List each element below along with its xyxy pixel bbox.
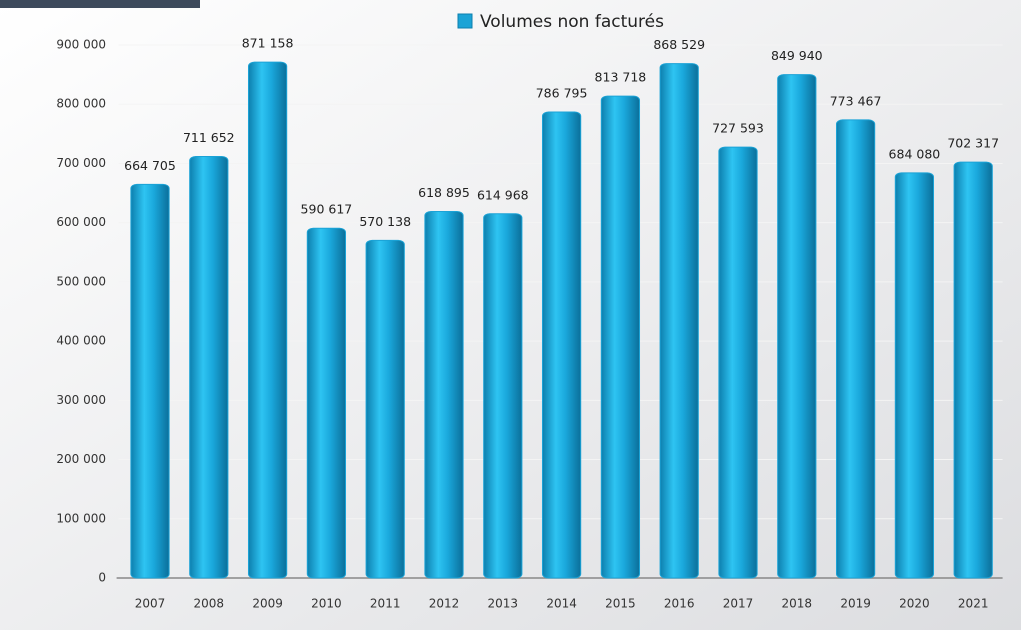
bar <box>659 63 699 579</box>
bar <box>424 210 464 579</box>
x-tick-label: 2018 <box>782 597 813 611</box>
bar <box>953 161 993 579</box>
legend-label: Volumes non facturés <box>480 12 664 32</box>
x-tick-label: 2009 <box>252 597 283 611</box>
value-label: 590 617 <box>301 202 353 217</box>
x-tick-label: 2008 <box>194 597 225 611</box>
bar <box>600 95 641 579</box>
value-label: 727 593 <box>712 121 764 136</box>
x-tick-label: 2007 <box>135 597 166 611</box>
bar <box>306 227 347 579</box>
x-tick-label: 2017 <box>723 597 754 611</box>
bar <box>835 119 876 579</box>
x-tick-label: 2021 <box>958 597 989 611</box>
value-label: 702 317 <box>947 136 999 151</box>
value-label: 618 895 <box>418 185 470 200</box>
y-tick-label: 900 000 <box>56 38 106 52</box>
y-tick-label: 600 000 <box>56 215 106 229</box>
bar <box>365 239 405 579</box>
x-tick-label: 2014 <box>546 597 577 611</box>
y-tick-label: 100 000 <box>56 511 106 525</box>
legend-swatch <box>457 13 473 29</box>
value-label: 786 795 <box>536 86 588 101</box>
y-tick-label: 500 000 <box>56 274 106 288</box>
value-label: 813 718 <box>595 70 647 85</box>
bar <box>130 183 170 579</box>
value-label: 711 652 <box>183 130 235 145</box>
x-tick-label: 2013 <box>488 597 519 611</box>
x-tick-label: 2016 <box>664 597 695 611</box>
bar <box>247 61 288 579</box>
value-label: 570 138 <box>359 214 411 229</box>
value-label: 871 158 <box>242 36 294 51</box>
bar <box>894 172 935 579</box>
bar <box>483 213 523 579</box>
x-tick-label: 2020 <box>899 597 930 611</box>
y-tick-label: 200 000 <box>56 452 106 466</box>
bar <box>777 74 817 579</box>
x-tick-label: 2019 <box>840 597 871 611</box>
y-tick-label: 300 000 <box>56 393 106 407</box>
top-edge <box>0 0 200 8</box>
x-tick-label: 2011 <box>370 597 401 611</box>
bar <box>541 111 582 579</box>
x-tick-label: 2015 <box>605 597 636 611</box>
value-label: 773 467 <box>830 93 882 108</box>
bar <box>718 146 758 579</box>
value-label: 684 080 <box>889 146 941 161</box>
value-label: 868 529 <box>653 37 705 52</box>
x-tick-label: 2012 <box>429 597 460 611</box>
value-label: 614 968 <box>477 187 529 202</box>
bar <box>189 156 229 579</box>
x-tick-label: 2010 <box>311 597 342 611</box>
y-tick-label: 700 000 <box>56 156 106 170</box>
value-label: 664 705 <box>124 158 176 173</box>
value-label: 849 940 <box>771 48 823 63</box>
y-tick-label: 400 000 <box>56 334 106 348</box>
y-tick-label: 0 <box>98 571 106 585</box>
y-tick-label: 800 000 <box>56 97 106 111</box>
